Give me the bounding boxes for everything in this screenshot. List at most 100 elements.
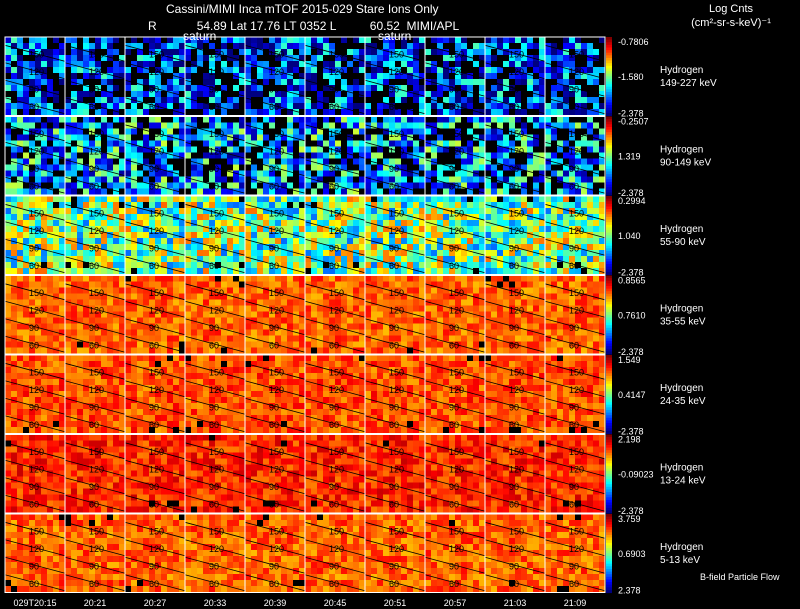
heatmap-cell <box>383 305 389 312</box>
contour-label: 90 <box>269 243 279 253</box>
heatmap-cell <box>599 317 605 324</box>
heatmap-cell <box>35 134 41 141</box>
heatmap-cell <box>503 85 509 91</box>
heatmap-cell <box>551 226 557 232</box>
heatmap-cell <box>215 232 221 238</box>
heatmap-cell <box>143 220 149 226</box>
heatmap-cell <box>431 347 437 354</box>
heatmap-cell <box>587 176 593 183</box>
heatmap-cell <box>299 299 305 306</box>
heatmap-cell <box>47 287 53 294</box>
heatmap-cell <box>401 116 407 123</box>
heatmap-cell <box>77 347 83 354</box>
heatmap-cell <box>11 275 17 282</box>
heatmap-cell <box>335 214 341 220</box>
heatmap-cell <box>197 37 203 43</box>
heatmap-cell <box>503 281 509 288</box>
heatmap-cell <box>71 109 77 115</box>
heatmap-cell <box>137 182 143 189</box>
heatmap-cell <box>125 176 131 183</box>
heatmap-cell <box>377 79 383 85</box>
heatmap-cell <box>461 347 467 354</box>
heatmap-cell <box>161 188 167 195</box>
heatmap-cell <box>221 275 227 282</box>
heatmap-cell <box>257 311 263 318</box>
heatmap-cell <box>413 220 419 226</box>
heatmap-cell <box>455 299 461 306</box>
heatmap-cell <box>401 128 407 135</box>
heatmap-cell <box>503 176 509 183</box>
heatmap-cell <box>23 256 29 262</box>
heatmap-cell <box>233 176 239 183</box>
heatmap-cell <box>467 182 473 189</box>
contour-label: 120 <box>209 146 224 156</box>
heatmap-cell <box>5 311 11 318</box>
heatmap-cell <box>563 55 569 61</box>
heatmap-cell <box>323 202 329 208</box>
heatmap-cell <box>17 238 23 244</box>
heatmap-cell <box>5 256 11 262</box>
heatmap-cell <box>11 373 17 379</box>
heatmap-cell <box>215 140 221 147</box>
heatmap-cell <box>575 73 581 79</box>
heatmap-cell <box>59 232 65 238</box>
colorbar-segment <box>606 330 612 334</box>
heatmap-cell <box>449 214 455 220</box>
heatmap-cell <box>125 73 131 79</box>
heatmap-cell <box>287 164 293 171</box>
heatmap-cell <box>89 188 95 195</box>
heatmap-cell <box>29 158 35 165</box>
contour-line <box>4 97 66 115</box>
heatmap-cell <box>251 85 257 91</box>
heatmap-cell <box>179 238 185 244</box>
heatmap-cell <box>35 91 41 97</box>
heatmap-cell <box>593 335 599 342</box>
heatmap-cell <box>539 256 545 262</box>
heatmap-cell <box>191 305 197 312</box>
heatmap-cell <box>431 182 437 189</box>
heatmap-cell <box>17 37 23 43</box>
heatmap-cell <box>71 250 77 256</box>
heatmap-cell <box>539 208 545 214</box>
heatmap-cell <box>581 238 587 244</box>
heatmap-cell <box>35 146 41 153</box>
heatmap-cell <box>155 275 161 282</box>
heatmap-cell <box>263 317 269 324</box>
heatmap-cell <box>413 67 419 73</box>
heatmap-cell <box>23 293 29 300</box>
heatmap-cell <box>275 287 281 294</box>
heatmap-cell <box>587 122 593 129</box>
heatmap-cell <box>533 182 539 189</box>
heatmap-cell <box>449 341 455 348</box>
heatmap-cell <box>407 202 413 208</box>
heatmap-cell <box>215 170 221 177</box>
heatmap-cell <box>203 202 209 208</box>
heatmap-cell <box>191 103 197 109</box>
heatmap-cell <box>71 299 77 306</box>
contour-line <box>64 159 126 177</box>
heatmap-cell <box>59 188 65 195</box>
heatmap-cell <box>167 128 173 135</box>
heatmap-cell <box>533 347 539 354</box>
heatmap-cell <box>551 232 557 238</box>
heatmap-cell <box>437 244 443 250</box>
heatmap-cell <box>263 164 269 171</box>
heatmap-cell <box>389 43 395 49</box>
heatmap-cell <box>287 256 293 262</box>
heatmap-cell <box>563 109 569 115</box>
heatmap-cell <box>245 158 251 165</box>
heatmap-cell <box>23 91 29 97</box>
heatmap-cell <box>47 134 53 141</box>
heatmap-cell <box>251 79 257 85</box>
heatmap-cell <box>377 67 383 73</box>
heatmap-cell <box>347 202 353 208</box>
contour-label: 120 <box>509 305 524 315</box>
heatmap-cell <box>401 97 407 103</box>
heatmap-cell <box>311 341 317 348</box>
heatmap-cell <box>257 196 263 202</box>
contour-label: 120 <box>449 305 464 315</box>
heatmap-cell <box>467 347 473 354</box>
heatmap-cell <box>227 341 233 348</box>
heatmap-cell <box>113 226 119 232</box>
heatmap-cell <box>29 232 35 238</box>
